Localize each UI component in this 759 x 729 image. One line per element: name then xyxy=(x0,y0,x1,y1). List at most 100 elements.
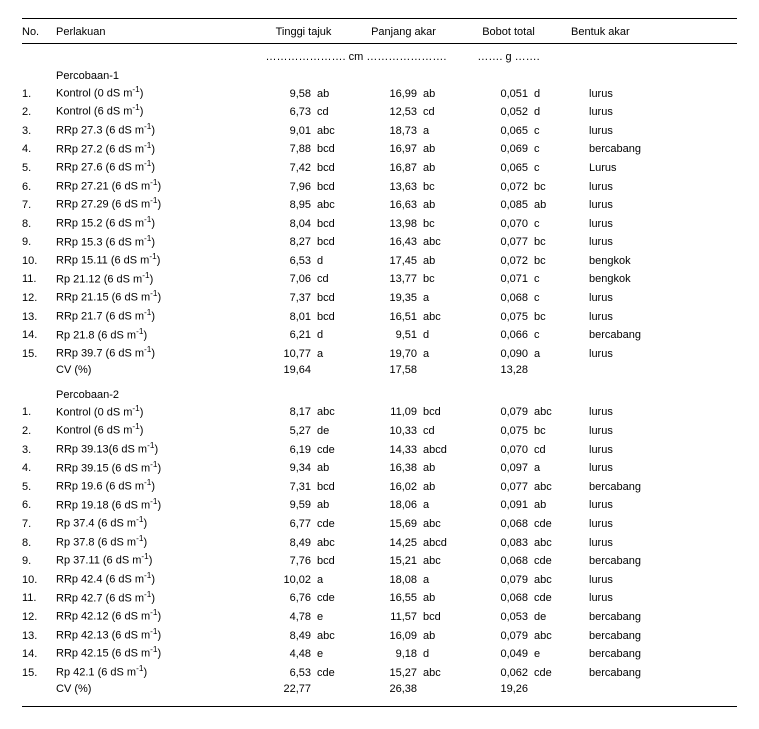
table-row: 3.RRp 39.13(6 dS m-1)6,19cde14,33abcd0,0… xyxy=(22,440,737,459)
cell-no: 2. xyxy=(22,424,56,440)
cell-no: 1. xyxy=(22,87,56,103)
cell-panjang-akar-group: ab xyxy=(417,629,468,645)
cell-perlakuan: Kontrol (0 dS m-1) xyxy=(56,403,256,422)
cell-bobot-total: 0,072 xyxy=(468,180,528,196)
cell-perlakuan: RRp 15.2 (6 dS m-1) xyxy=(56,214,256,233)
cell-panjang-akar: 15,21 xyxy=(357,554,417,570)
cell-bobot-total: 0,065 xyxy=(468,161,528,177)
cell-tinggi-tajuk-group: bcd xyxy=(311,142,357,158)
cell-panjang-akar-group: abc xyxy=(417,310,468,326)
table-row: 11.Rp 21.12 (6 dS m-1)7,06cd13,77bc0,071… xyxy=(22,270,737,289)
cell-bobot-total-group: cde xyxy=(528,554,579,570)
cell-tinggi-tajuk: 7,37 xyxy=(256,291,311,307)
cell-bentuk-akar: lurus xyxy=(579,291,679,307)
cell-bentuk-akar: bercabang xyxy=(579,610,679,626)
cell-bobot-total: 0,070 xyxy=(468,217,528,233)
cell-panjang-akar-group: abc xyxy=(417,235,468,251)
cell-no: 12. xyxy=(22,291,56,307)
cell-perlakuan: Rp 37.4 (6 dS m-1) xyxy=(56,514,256,533)
cell-panjang-akar: 11,09 xyxy=(357,405,417,421)
cell-tinggi-tajuk-group: bcd xyxy=(311,480,357,496)
cell-no: 7. xyxy=(22,198,56,214)
cell-panjang-akar: 19,35 xyxy=(357,291,417,307)
table-row: 8.Rp 37.8 (6 dS m-1)8,49abc14,25abcd0,08… xyxy=(22,533,737,552)
cell-panjang-akar: 16,55 xyxy=(357,591,417,607)
cell-bentuk-akar: lurus xyxy=(579,405,679,421)
cell-panjang-akar: 13,98 xyxy=(357,217,417,233)
cell-bobot-total: 0,075 xyxy=(468,424,528,440)
cell-bentuk-akar: bercabang xyxy=(579,666,679,682)
cv-label: CV (%) xyxy=(56,682,256,698)
cell-panjang-akar-group: a xyxy=(417,498,468,514)
cell-tinggi-tajuk: 7,96 xyxy=(256,180,311,196)
cell-bobot-total: 0,066 xyxy=(468,328,528,344)
cell-bentuk-akar: lurus xyxy=(579,347,679,363)
cv-tinggi-tajuk: 19,64 xyxy=(256,363,311,379)
table-row: 5.RRp 19.6 (6 dS m-1)7,31bcd16,02ab0,077… xyxy=(22,477,737,496)
cell-no: 6. xyxy=(22,180,56,196)
unit-cm: …………………. cm …………………. xyxy=(256,50,456,66)
cell-tinggi-tajuk-group: d xyxy=(311,328,357,344)
cell-no: 4. xyxy=(22,142,56,158)
cell-bobot-total-group: bc xyxy=(528,180,579,196)
cell-no: 12. xyxy=(22,610,56,626)
cell-bobot-total-group: cd xyxy=(528,443,579,459)
table-row: 9.RRp 15.3 (6 dS m-1)8,27bcd16,43abc0,07… xyxy=(22,233,737,252)
cell-no: 11. xyxy=(22,272,56,288)
cv-tinggi-tajuk: 22,77 xyxy=(256,682,311,698)
table-row: 6.RRp 19.18 (6 dS m-1)9,59ab18,06a0,091a… xyxy=(22,496,737,515)
cell-panjang-akar: 16,43 xyxy=(357,235,417,251)
cell-panjang-akar-group: ab xyxy=(417,87,468,103)
cell-bobot-total-group: c xyxy=(528,328,579,344)
cell-tinggi-tajuk: 8,49 xyxy=(256,536,311,552)
cell-perlakuan: RRp 39.15 (6 dS m-1) xyxy=(56,459,256,478)
cell-tinggi-tajuk-group: bcd xyxy=(311,554,357,570)
cell-perlakuan: RRp 15.11 (6 dS m-1) xyxy=(56,251,256,270)
cell-bobot-total-group: de xyxy=(528,610,579,626)
cell-no: 1. xyxy=(22,405,56,421)
cell-panjang-akar-group: cd xyxy=(417,105,468,121)
cell-no: 2. xyxy=(22,105,56,121)
cell-panjang-akar: 11,57 xyxy=(357,610,417,626)
cell-bobot-total: 0,053 xyxy=(468,610,528,626)
cell-bobot-total-group: c xyxy=(528,272,579,288)
cell-no: 4. xyxy=(22,461,56,477)
cell-tinggi-tajuk-group: e xyxy=(311,610,357,626)
cell-panjang-akar-group: abc xyxy=(417,666,468,682)
cell-bobot-total-group: c xyxy=(528,142,579,158)
cell-tinggi-tajuk: 7,88 xyxy=(256,142,311,158)
cell-panjang-akar: 17,45 xyxy=(357,254,417,270)
cell-no: 8. xyxy=(22,217,56,233)
cell-bobot-total: 0,083 xyxy=(468,536,528,552)
cell-tinggi-tajuk: 9,58 xyxy=(256,87,311,103)
table-row: 7.RRp 27.29 (6 dS m-1)8,95abc16,63ab0,08… xyxy=(22,195,737,214)
cell-panjang-akar-group: cd xyxy=(417,424,468,440)
cell-bobot-total: 0,062 xyxy=(468,666,528,682)
cell-tinggi-tajuk-group: cd xyxy=(311,105,357,121)
cell-tinggi-tajuk: 4,48 xyxy=(256,647,311,663)
cell-perlakuan: RRp 42.15 (6 dS m-1) xyxy=(56,644,256,663)
cell-bobot-total: 0,079 xyxy=(468,573,528,589)
table-row: 10.RRp 15.11 (6 dS m-1)6,53d17,45ab0,072… xyxy=(22,251,737,270)
cell-bobot-total: 0,075 xyxy=(468,310,528,326)
cell-perlakuan: Rp 37.11 (6 dS m-1) xyxy=(56,551,256,570)
cell-bobot-total: 0,065 xyxy=(468,124,528,140)
cv-panjang-akar: 26,38 xyxy=(357,682,417,698)
header-panjang-akar: Panjang akar xyxy=(351,25,456,41)
cell-panjang-akar: 9,51 xyxy=(357,328,417,344)
cell-bobot-total-group: a xyxy=(528,461,579,477)
cell-no: 8. xyxy=(22,536,56,552)
table-row: 6.RRp 27.21 (6 dS m-1)7,96bcd13,63bc0,07… xyxy=(22,177,737,196)
cell-panjang-akar-group: ab xyxy=(417,142,468,158)
cell-tinggi-tajuk: 6,19 xyxy=(256,443,311,459)
cell-bobot-total-group: cde xyxy=(528,517,579,533)
cell-panjang-akar-group: ab xyxy=(417,480,468,496)
header-tinggi-tajuk: Tinggi tajuk xyxy=(256,25,351,41)
table-row: 2.Kontrol (6 dS m-1)6,73cd12,53cd0,052dl… xyxy=(22,102,737,121)
cell-panjang-akar-group: bc xyxy=(417,272,468,288)
cell-tinggi-tajuk-group: ab xyxy=(311,87,357,103)
cell-perlakuan: RRp 15.3 (6 dS m-1) xyxy=(56,233,256,252)
cell-perlakuan: Rp 21.12 (6 dS m-1) xyxy=(56,270,256,289)
table-row: 5.RRp 27.6 (6 dS m-1)7,42bcd16,87ab0,065… xyxy=(22,158,737,177)
cell-no: 5. xyxy=(22,480,56,496)
